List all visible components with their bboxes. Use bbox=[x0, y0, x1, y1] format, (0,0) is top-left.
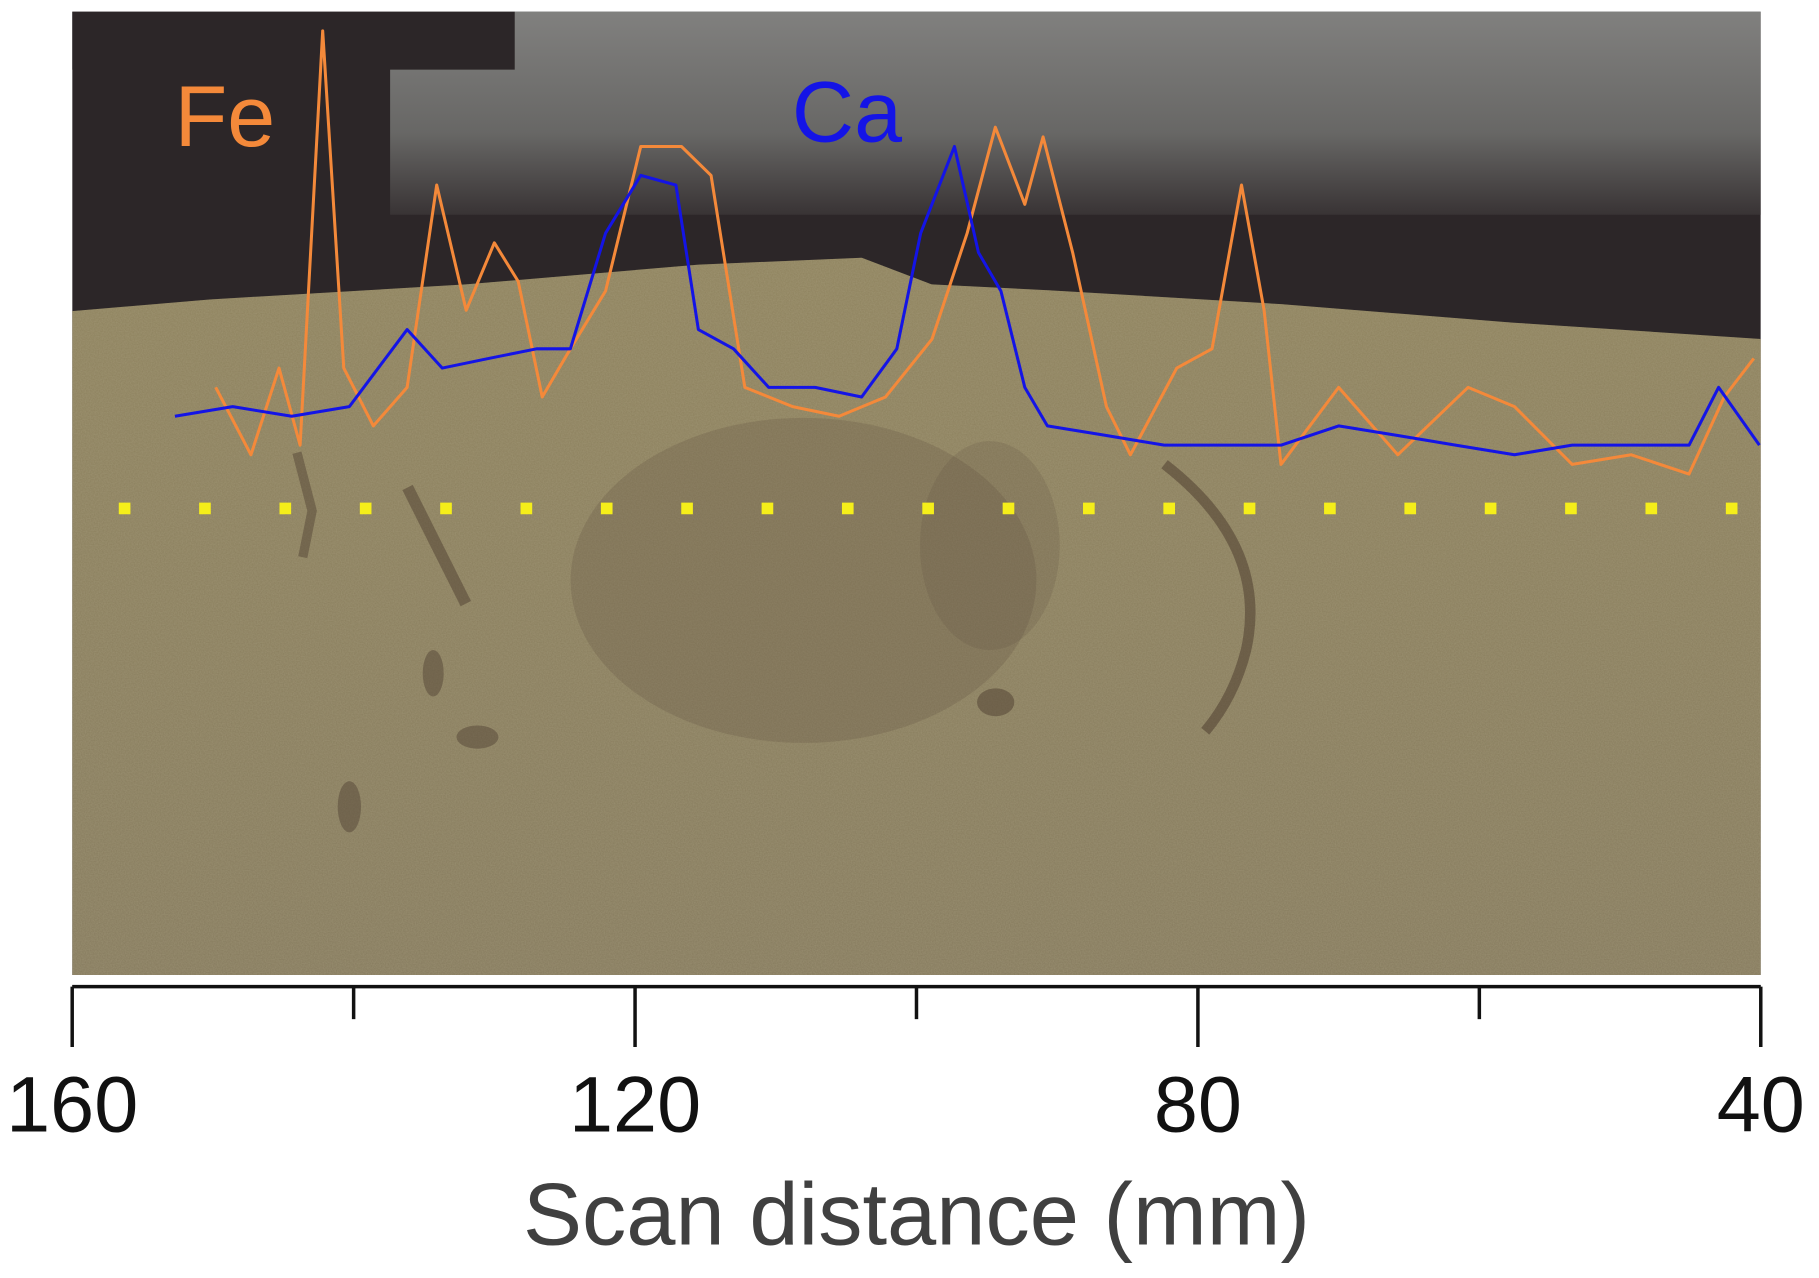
lines bbox=[174, 29, 1761, 476]
legend-label: Ca bbox=[792, 65, 902, 161]
x-axis-label: Scan distance (mm) bbox=[523, 1164, 1310, 1263]
x-tick-label: 40 bbox=[1717, 1060, 1805, 1149]
series-line bbox=[174, 144, 1761, 457]
x-axis-ticks: 160 120 80 40 bbox=[6, 986, 1805, 1149]
photo-background bbox=[72, 11, 1761, 976]
x-tick-label: 80 bbox=[1154, 1060, 1242, 1149]
series-line bbox=[214, 29, 1755, 476]
x-tick-label: 120 bbox=[569, 1060, 701, 1149]
legend-label: Fe bbox=[175, 69, 276, 165]
x-tick-label: 160 bbox=[6, 1060, 138, 1149]
